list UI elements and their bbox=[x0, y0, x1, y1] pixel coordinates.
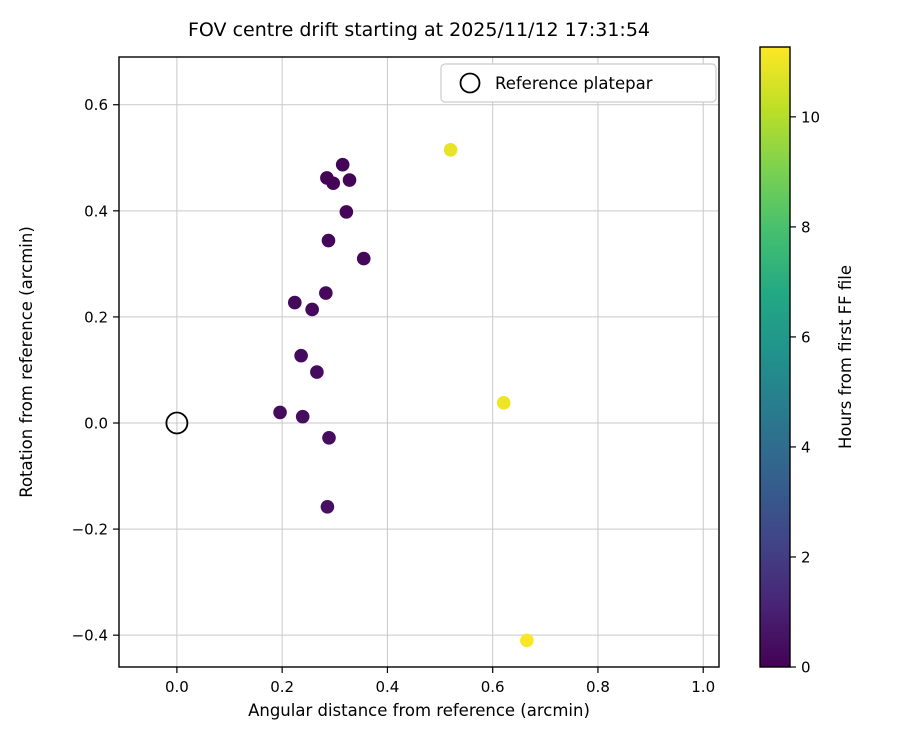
scatter-point bbox=[443, 143, 458, 157]
x-tick-label: 0.6 bbox=[481, 678, 505, 696]
legend: Reference platepar bbox=[440, 63, 717, 103]
axes-frame bbox=[118, 56, 720, 668]
scatter-point bbox=[356, 251, 371, 266]
y-tick-label: 0.6 bbox=[84, 96, 108, 114]
chart-title: FOV centre drift starting at 2025/11/12 … bbox=[188, 19, 650, 41]
axis-ticks: 0.0 0.2 0.4 0.6 0.8 1.0 −0.4 −0.2 0.0 0.2 0.4 0.6 bbox=[72, 96, 716, 696]
y-tick-label: 0.2 bbox=[84, 308, 108, 326]
scatter-point bbox=[520, 633, 534, 648]
colorbar-tick-label: 10 bbox=[801, 108, 820, 126]
scatter-point bbox=[287, 295, 302, 310]
legend-box bbox=[440, 63, 717, 103]
y-tick-label: 0.4 bbox=[84, 202, 108, 220]
scatter-point bbox=[321, 233, 336, 248]
scatter-point bbox=[273, 405, 287, 420]
x-tick-label: 0.4 bbox=[375, 678, 399, 696]
y-tick-label: 0.0 bbox=[84, 415, 108, 433]
colorbar-label: Hours from first FF file bbox=[836, 265, 855, 449]
x-tick-label: 0.8 bbox=[586, 678, 610, 696]
colorbar-gradient bbox=[759, 46, 791, 668]
scatter-point bbox=[322, 431, 336, 445]
legend-entry-label: Reference platepar bbox=[495, 74, 653, 93]
scatter-points bbox=[165, 143, 534, 648]
scatter-point bbox=[295, 409, 310, 424]
reference-platepar-marker bbox=[165, 411, 189, 435]
scatter-point bbox=[335, 157, 350, 172]
plot-frame bbox=[118, 56, 720, 668]
x-tick-label: 0.0 bbox=[165, 678, 189, 696]
scatter-point bbox=[342, 173, 357, 187]
scatter-point bbox=[496, 396, 511, 410]
x-axis-label: Angular distance from reference (arcmin) bbox=[248, 701, 590, 720]
scatter-point bbox=[319, 286, 333, 300]
x-tick-label: 0.2 bbox=[270, 678, 294, 696]
y-tick-label: −0.2 bbox=[72, 521, 108, 539]
grid-lines bbox=[119, 57, 719, 667]
scatter-point bbox=[320, 500, 335, 514]
scatter-point bbox=[305, 302, 319, 317]
colorbar-tick-label: 6 bbox=[801, 328, 811, 346]
y-tick-label: −0.4 bbox=[72, 627, 108, 645]
x-tick-label: 1.0 bbox=[691, 678, 715, 696]
colorbar-tick-label: 8 bbox=[801, 218, 811, 236]
scatter-point bbox=[339, 205, 354, 219]
colorbar-tick-label: 0 bbox=[801, 659, 811, 677]
scatter-point bbox=[294, 348, 308, 363]
legend-marker-open-circle bbox=[459, 72, 481, 94]
colorbar-tick-label: 4 bbox=[801, 438, 811, 456]
colorbar-tick-label: 2 bbox=[801, 548, 811, 566]
colorbar: 0 2 4 6 8 10 bbox=[759, 46, 820, 677]
scatter-point bbox=[310, 365, 324, 379]
y-axis-label: Rotation from reference (arcmin) bbox=[17, 226, 36, 498]
scatter-point bbox=[326, 176, 341, 191]
